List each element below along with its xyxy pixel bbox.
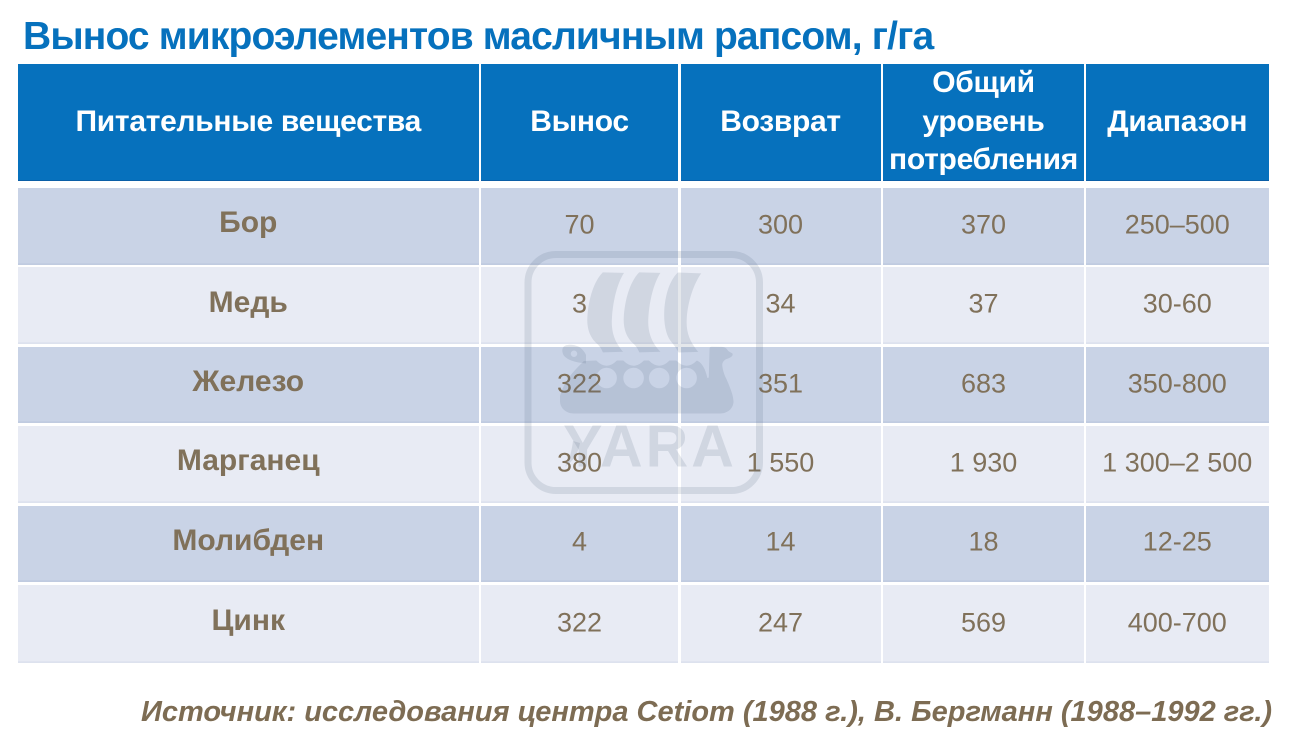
svg-text:YARA: YARA xyxy=(563,414,737,480)
